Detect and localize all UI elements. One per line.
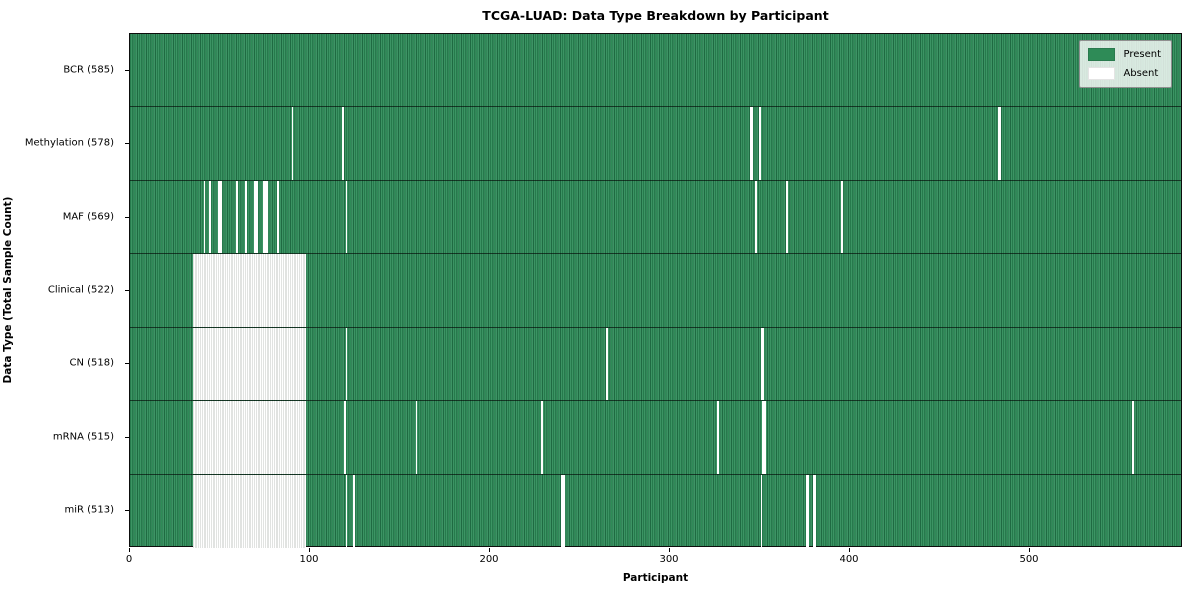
absent-mark [192, 327, 307, 401]
absent-mark [291, 107, 294, 180]
heatmap-row-bcr [130, 34, 1181, 108]
absent-mark [218, 180, 220, 254]
absent-mark [812, 474, 817, 548]
y-tick-label-cn: CN (518) [69, 357, 114, 369]
absent-mark [762, 401, 766, 474]
legend-absent-label: Absent [1123, 68, 1159, 79]
chart-title: TCGA-LUAD: Data Type Breakdown by Partic… [482, 8, 829, 23]
absent-mark [192, 401, 307, 474]
absent-mark [760, 474, 763, 548]
y-tick-mark [125, 143, 129, 145]
heatmap-row-maf [130, 180, 1181, 255]
absent-mark [262, 180, 269, 254]
x-tick-mark [129, 548, 130, 552]
heatmap-row-cn [130, 327, 1181, 402]
present-swatch-icon [1088, 48, 1116, 61]
y-tick-label-mrna: mRNA (515) [52, 431, 114, 443]
x-tick-mark [669, 548, 670, 552]
absent-mark [345, 474, 348, 548]
absent-mark [253, 180, 258, 254]
legend-entry-absent: Absent [1088, 67, 1161, 80]
heatmap-row-mrna [130, 401, 1181, 475]
y-tick-mark [125, 436, 129, 438]
absent-mark [561, 474, 565, 548]
absent-mark [277, 180, 280, 254]
x-tick-mark [309, 548, 310, 552]
absent-mark [415, 401, 418, 474]
absent-mark [997, 107, 1002, 180]
absent-mark [717, 401, 720, 474]
x-axis: 0 100 200 300 400 500 [125, 547, 1182, 577]
absent-mark [755, 180, 757, 254]
absent-mark [345, 327, 348, 401]
x-tick-mark [1029, 548, 1030, 552]
absent-mark [749, 107, 754, 180]
absent-mark [758, 107, 761, 180]
absent-mark [235, 180, 238, 254]
y-tick-label-bcr: BCR (585) [63, 64, 114, 76]
absent-mark [345, 180, 348, 254]
y-tick-mark [125, 290, 129, 291]
x-tick-label-200: 200 [479, 554, 499, 565]
x-tick-mark [489, 548, 490, 552]
heatmap-row-clinical [130, 254, 1181, 328]
y-tick-label-mir: miR (513) [64, 504, 114, 516]
y-tick-mark [125, 510, 129, 512]
absent-swatch-icon [1088, 67, 1116, 80]
y-tick-mark [125, 69, 129, 71]
absent-mark [219, 180, 222, 254]
x-axis-label: Participant [622, 572, 689, 584]
y-tick-label-maf: MAF (569) [62, 211, 114, 223]
absent-mark [341, 107, 344, 180]
y-tick-mark [125, 363, 129, 365]
heatmap-row-mir [130, 474, 1181, 548]
absent-mark [209, 180, 211, 254]
absent-mark [841, 180, 844, 254]
x-tick-label-400: 400 [839, 554, 859, 565]
legend: Present Absent [1079, 40, 1172, 88]
absent-mark [760, 327, 765, 401]
absent-mark [244, 180, 247, 254]
y-tick-label-methylation: Methylation (578) [24, 137, 114, 149]
absent-mark [352, 474, 355, 548]
absent-mark [785, 180, 788, 254]
x-tick-label-300: 300 [659, 554, 679, 565]
absent-mark [541, 401, 544, 474]
absent-mark [192, 254, 307, 327]
x-tick-label-500: 500 [1019, 554, 1039, 565]
absent-mark [1132, 401, 1135, 474]
absent-mark [606, 327, 608, 401]
absent-mark [192, 474, 307, 548]
x-tick-label-0: 0 [125, 554, 133, 565]
absent-mark [805, 474, 810, 548]
legend-present-label: Present [1123, 49, 1161, 60]
y-tick-mark [125, 216, 129, 218]
x-tick-mark [849, 548, 850, 552]
absent-mark [343, 401, 346, 474]
absent-mark [203, 180, 206, 254]
legend-entry-present: Present [1088, 48, 1161, 61]
heatmap-row-methylation [130, 107, 1181, 181]
y-tick-label-clinical: Clinical (522) [47, 284, 114, 296]
heatmap-rows [130, 34, 1181, 548]
x-tick-label-100: 100 [299, 554, 319, 565]
plot-area: Present Absent [129, 33, 1182, 548]
